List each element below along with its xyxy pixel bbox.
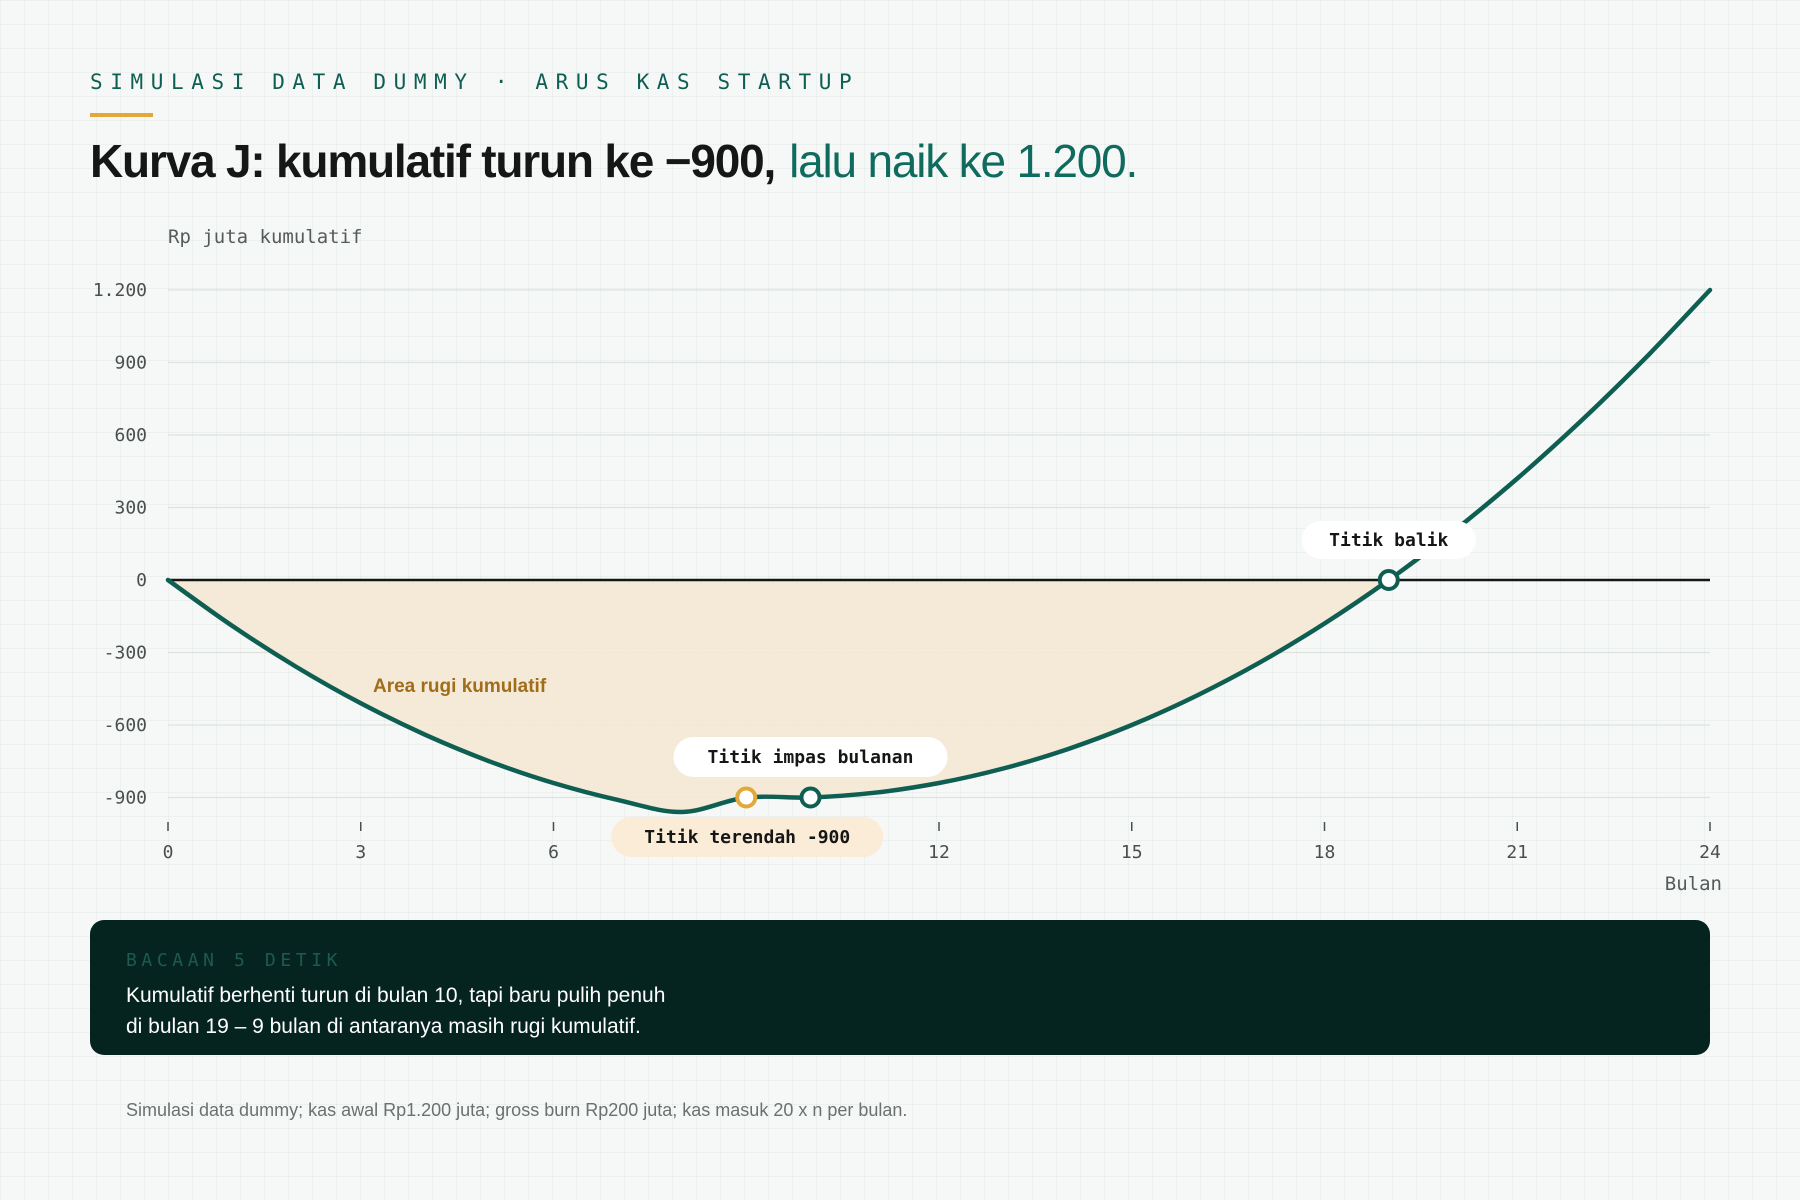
summary-line-1: Kumulatif berhenti turun di bulan 10, ta… — [126, 984, 666, 1007]
y-tick-label: 1.200 — [93, 280, 147, 301]
y-axis-title: Rp juta kumulatif — [168, 226, 362, 248]
headline-strong: Kurva J: kumulatif turun ke −900, — [90, 135, 776, 187]
j-curve-chart: 1.200 900 600 300 0 -300 -600 -900 0 3 6 12 15 18 21 24… — [93, 226, 1722, 895]
monthly-breakeven-marker — [799, 786, 822, 809]
x-tick-label: 24 — [1699, 842, 1721, 863]
x-axis-title: Bulan — [1665, 873, 1722, 895]
headline-accent: lalu naik ke 1.200. — [789, 135, 1138, 187]
chart-eyebrow: SIMULASI DATA DUMMY · ARUS KAS STARTUP — [90, 70, 860, 94]
summary-kicker: BACAAN 5 DETIK — [126, 950, 343, 971]
x-tick-label: 0 — [163, 842, 174, 863]
payback-label: Titik balik — [1329, 530, 1448, 551]
lowest-point-label: Titik terendah -900 — [644, 827, 850, 848]
eyebrow-accent-rule — [90, 113, 153, 117]
x-tick-label: 3 — [355, 842, 366, 863]
lowest-point-marker — [735, 786, 758, 809]
lowest-point-pill — [611, 817, 884, 857]
y-tick-label: 0 — [136, 570, 147, 591]
x-tick-label: 18 — [1314, 842, 1336, 863]
summary-panel: BACAAN 5 DETIK Kumulatif berhenti turun … — [90, 920, 1710, 1055]
x-tick-label: 15 — [1121, 842, 1143, 863]
cumulative-cashflow-line — [165, 287, 1713, 815]
y-tick-label: 600 — [114, 425, 147, 446]
monthly-breakeven-pill — [673, 737, 948, 777]
y-tick-label: 900 — [114, 353, 147, 374]
footnote: Simulasi data dummy; kas awal Rp1.200 ju… — [126, 1100, 908, 1120]
payback-marker — [1377, 569, 1400, 591]
loss-area-label: Area rugi kumulatif — [373, 676, 547, 697]
y-tick-label: -600 — [104, 715, 147, 736]
x-tick-label: 12 — [928, 842, 950, 863]
y-tick-label: 300 — [114, 498, 147, 519]
y-tick-label: -900 — [104, 788, 147, 809]
payback-pill — [1301, 521, 1476, 559]
monthly-breakeven-label: Titik impas bulanan — [708, 747, 914, 768]
chart-headline: Kurva J: kumulatif turun ke −900, lalu na… — [90, 130, 1138, 192]
y-tick-label: -300 — [104, 643, 147, 664]
summary-line-2: di bulan 19 – 9 bulan di antaranya masih… — [126, 1015, 641, 1038]
x-tick-label: 21 — [1506, 842, 1528, 863]
x-tick-label: 6 — [548, 842, 559, 863]
